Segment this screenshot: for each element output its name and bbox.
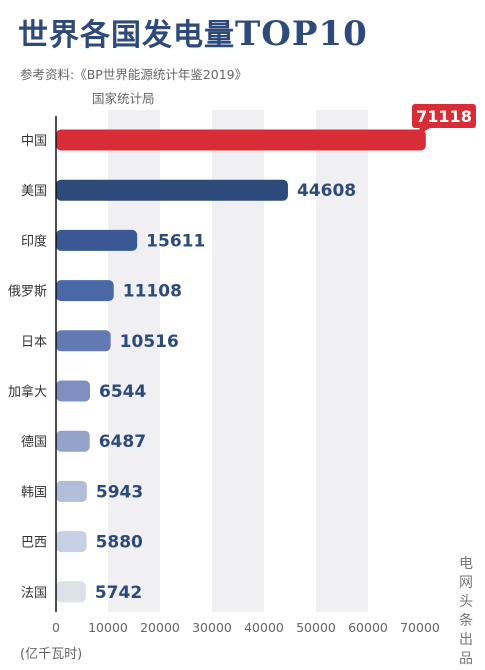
category-label: 加拿大 [8,384,47,400]
x-tick-label: 60000 [348,620,388,635]
chart-title: 世界各国发电量TOP10 [18,10,368,54]
x-tick-label: 20000 [140,620,180,635]
category-label: 中国 [21,134,47,149]
category-label: 美国 [21,184,47,199]
bar [56,229,138,251]
x-tick-label: 0 [52,620,60,635]
bar [56,380,91,402]
bar [56,581,86,603]
data-label: 44608 [297,181,356,201]
category-label: 韩国 [21,485,47,500]
axis-unit-label: (亿千瓦时) [20,647,83,662]
value-callout-pointer [416,128,430,136]
category-label: 法国 [21,586,47,601]
bar [56,531,87,553]
x-tick-label: 70000 [400,620,440,635]
bar [56,430,90,452]
bar [56,129,426,151]
data-label: 71118 [416,107,472,126]
bar [56,330,111,352]
data-label: 6544 [99,382,146,402]
data-label: 10516 [120,332,179,352]
category-label: 印度 [21,233,47,249]
bar [56,179,288,201]
x-tick-label: 30000 [192,620,232,635]
category-label: 德国 [21,435,47,450]
category-label: 日本 [21,335,47,350]
category-label: 俄罗斯 [8,285,47,300]
x-tick-label: 10000 [88,620,128,635]
data-label: 5880 [96,533,143,553]
data-label: 15611 [146,231,205,251]
data-label: 5742 [95,583,142,603]
bar [56,480,87,502]
source-line-2: 国家统计局 [92,91,155,106]
value-callout-box [412,104,476,128]
data-label: 5943 [96,482,143,502]
x-tick-label: 40000 [244,620,284,635]
source-line-1: 参考资料:《BP世界能源统计年鉴2019》 [20,67,248,82]
bar [56,280,114,302]
grid-band [316,110,368,612]
category-label: 巴西 [21,536,47,551]
watermark-text: 电网头条出品 [459,556,473,667]
data-label: 6487 [99,432,146,452]
chart-title-latin: TOP10 [235,14,368,54]
x-tick-label: 50000 [296,620,336,635]
chart-title-cn: 世界各国发电量 [18,18,235,53]
data-label: 11108 [123,282,182,302]
